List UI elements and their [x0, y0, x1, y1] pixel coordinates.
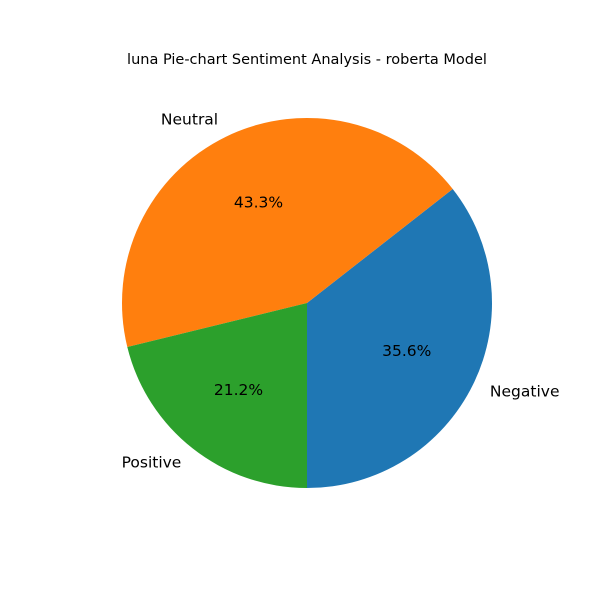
pie-slice-positive: [127, 303, 307, 488]
pie-slice-neutral: [121, 117, 453, 347]
category-label-negative: Negative: [490, 383, 560, 401]
pie-slice-negative: [307, 189, 493, 488]
pie-labels: Negative 35.6% Neutral 43.3% Positive 21.2%: [122, 110, 560, 471]
chart-title: luna Pie-chart Sentiment Analysis - robe…: [127, 52, 487, 68]
percent-label-neutral: 43.3%: [234, 194, 283, 212]
category-label-neutral: Neutral: [161, 110, 218, 128]
percent-label-positive: 21.2%: [214, 381, 263, 399]
pie-slices: [121, 117, 493, 488]
percent-label-negative: 35.6%: [382, 342, 431, 360]
category-label-positive: Positive: [122, 454, 182, 472]
